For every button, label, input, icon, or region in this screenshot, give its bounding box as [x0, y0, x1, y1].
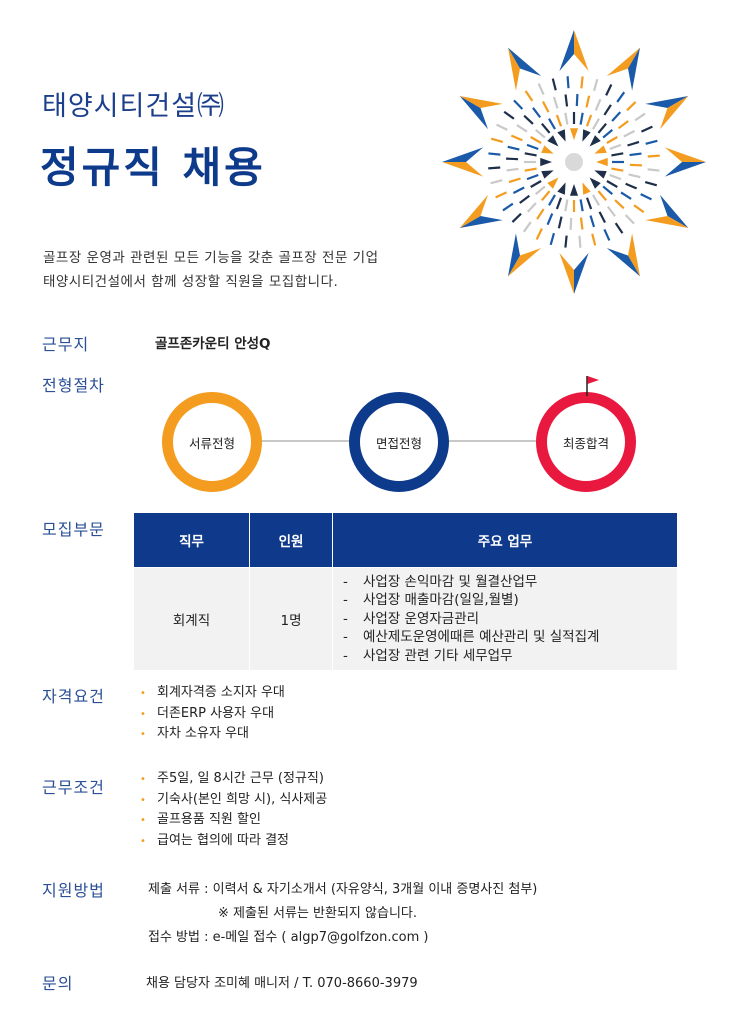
list-item: • 더존ERP 사용자 우대 [140, 705, 275, 721]
duties-cell: - 사업장 손익마감 및 월결산업무 - 사업장 매출마감(일일,월별) - 사업장 … [332, 567, 677, 670]
count-cell: 1명 [249, 567, 333, 670]
duty-item: - 사업장 운영자금관리 [343, 610, 480, 627]
recruit-label: 모집부문 [42, 520, 105, 539]
list-item: • 자차 소유자 우대 [140, 726, 249, 741]
conditions-list: • 주5일, 일 8시간 근무 (정규직) • 기숙사(본인 희망 시), 식사제공… [140, 769, 327, 851]
intro-line-1: 골프장 운영과 관련된 모든 기능을 갖춘 골프장 전문 기업 [43, 250, 379, 266]
recruit-table: 직무 인원 주요 업무 회계직 1명 - 사업장 손익마감 및 월결산업무 - 사업… [134, 513, 677, 670]
step-final-pass: 최종합격 [536, 392, 636, 492]
apply-documents: 제출 서류 : 이력서 & 자기소개서 (자유양식, 3개월 이내 증명사진 첨… [148, 882, 538, 897]
duty-item: - 사업장 손익마감 및 월결산업무 [343, 573, 538, 590]
intro-line-2: 태양시티건설에서 함께 성장할 직원을 모집합니다. [43, 274, 339, 290]
sunburst-graphic [442, 30, 706, 294]
contact-value: 채용 담당자 조미혜 매니저 / T. 070-8660-3979 [146, 976, 418, 991]
conditions-label: 근무조건 [42, 778, 105, 797]
duty-item: - 예산제도운영에때른 예산관리 및 실적집계 [343, 629, 600, 646]
workplace-value: 골프존카운티 안성Q [155, 336, 271, 352]
duty-item: - 사업장 관련 기타 세무업무 [343, 647, 513, 664]
apply-method: 접수 방법 : e-메일 접수 ( algp7@golfzon.com ) [148, 930, 429, 945]
job-cell: 회계직 [134, 567, 250, 670]
step-interview: 면접전형 [349, 392, 449, 492]
intro-text: 골프장 운영과 관련된 모든 기능을 갖춘 골프장 전문 기업 태양시티건설에서… [43, 246, 379, 294]
header-count: 인원 [249, 513, 333, 568]
contact-label: 문의 [42, 974, 74, 993]
workplace-label: 근무지 [42, 335, 90, 354]
apply-details: 제출 서류 : 이력서 & 자기소개서 (자유양식, 3개월 이내 증명사진 첨… [148, 878, 537, 950]
header-duties: 주요 업무 [332, 513, 677, 568]
header-job: 직무 [134, 513, 250, 568]
connector-line [260, 440, 352, 442]
process-steps: 서류전형 면접전형 최종합격 [160, 376, 660, 500]
list-item: • 급여는 협의에 따라 결정 [140, 832, 289, 848]
connector-line [447, 440, 539, 442]
company-name: 태양시티건설㈜ [42, 91, 226, 122]
list-item: • 회계자격증 소지자 우대 [140, 685, 285, 700]
list-item: • 골프용품 직원 할인 [140, 812, 261, 827]
step-document-screening: 서류전형 [162, 392, 262, 492]
list-item: • 기숙사(본인 희망 시), 식사제공 [140, 791, 328, 807]
apply-notice: ※ 제출된 서류는 반환되지 않습니다. [218, 906, 417, 921]
apply-label: 지원방법 [42, 881, 105, 900]
qualifications-list: • 회계자격증 소지자 우대 • 더존ERP 사용자 우대 • 자차 소유자 우대 [140, 683, 285, 745]
qualifications-label: 자격요건 [42, 687, 105, 706]
table-row: 회계직 1명 - 사업장 손익마감 및 월결산업무 - 사업장 매출마감(일일,월별… [134, 567, 677, 670]
list-item: • 주5일, 일 8시간 근무 (정규직) [140, 771, 324, 786]
flag-icon [586, 376, 599, 396]
page-title: 정규직 채용 [40, 143, 266, 192]
process-label: 전형절차 [42, 376, 105, 395]
duty-item: - 사업장 매출마감(일일,월별) [343, 592, 519, 609]
